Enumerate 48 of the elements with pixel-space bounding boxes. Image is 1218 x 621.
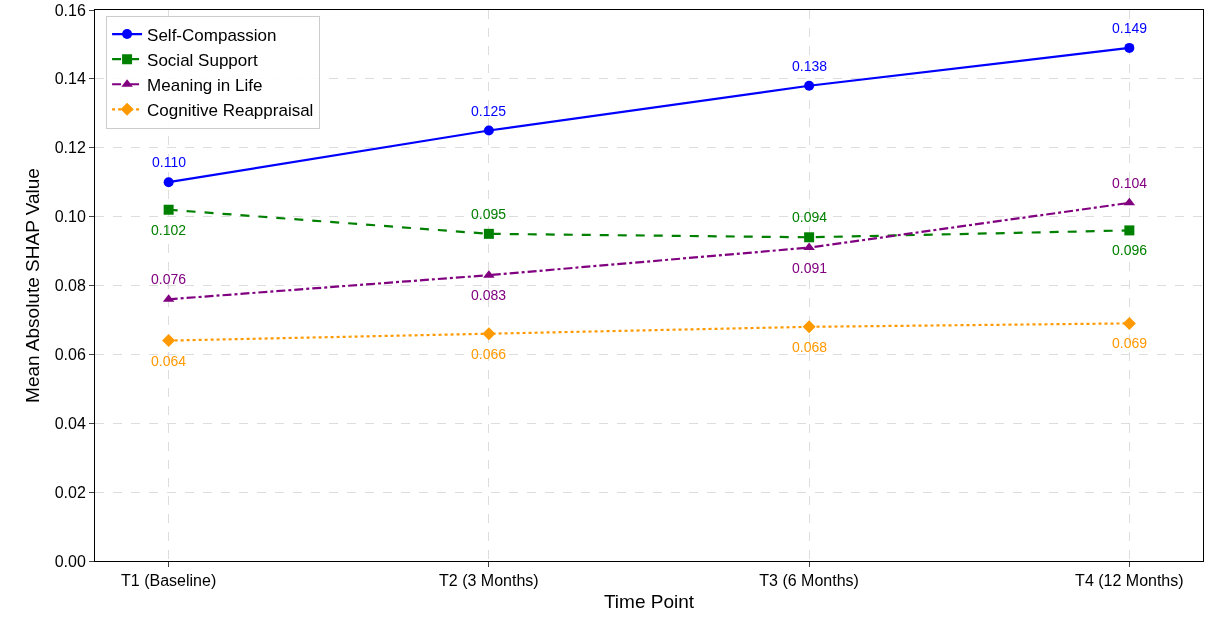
- y-tick-label: 0.14: [54, 70, 86, 88]
- point: [162, 334, 176, 348]
- data-label: 0.102: [151, 222, 187, 238]
- point: [1124, 225, 1135, 236]
- data-label: 0.091: [792, 260, 828, 276]
- data-label: 0.138: [792, 58, 828, 74]
- y-tick-label: 0.02: [54, 483, 86, 501]
- data-label: 0.076: [151, 271, 187, 287]
- data-label: 0.083: [471, 287, 507, 303]
- x-tick-label: T4 (12 Months): [1075, 572, 1184, 590]
- data-label: 0.066: [471, 346, 507, 362]
- point: [803, 242, 815, 251]
- data-label: 0.064: [151, 353, 187, 369]
- y-tick-label: 0.10: [54, 208, 86, 226]
- x-tick-label: T3 (6 Months): [759, 572, 859, 590]
- y-tick-label: 0.04: [54, 414, 86, 432]
- x-tick-label: T1 (Baseline): [121, 572, 217, 590]
- data-label: 0.069: [1112, 335, 1148, 351]
- data-label: 0.095: [471, 206, 507, 222]
- data-label: 0.068: [792, 339, 828, 355]
- y-tick-label: 0.16: [54, 1, 86, 19]
- data-label: 0.104: [1112, 175, 1148, 191]
- x-tick-label: T2 (3 Months): [439, 572, 539, 590]
- y-axis-title: Mean Absolute SHAP Value: [21, 168, 43, 403]
- point: [163, 204, 174, 215]
- y-tick-label: 0.06: [54, 345, 86, 363]
- point: [482, 327, 496, 341]
- legend-label: Cognitive Reappraisal: [147, 100, 314, 120]
- data-label: 0.110: [152, 154, 187, 170]
- data-label: 0.096: [1112, 242, 1148, 258]
- y-tick-label: 0.12: [54, 139, 86, 157]
- point: [1122, 316, 1136, 330]
- legend-label: Meaning in Life: [147, 75, 263, 95]
- point: [163, 177, 174, 188]
- data-label: 0.149: [1112, 20, 1148, 36]
- point: [804, 80, 815, 91]
- y-tick-label: 0.08: [54, 277, 86, 295]
- y-tick-label: 0.00: [54, 552, 86, 570]
- point: [804, 232, 815, 243]
- x-axis-title: Time Point: [603, 591, 695, 612]
- point: [483, 228, 494, 239]
- point: [802, 320, 816, 334]
- legend-label: Social Support: [147, 50, 258, 70]
- point: [483, 125, 494, 136]
- point: [1124, 42, 1135, 53]
- legend-label: Self-Compassion: [147, 25, 277, 45]
- data-label: 0.125: [471, 103, 507, 119]
- data-label: 0.094: [792, 209, 828, 225]
